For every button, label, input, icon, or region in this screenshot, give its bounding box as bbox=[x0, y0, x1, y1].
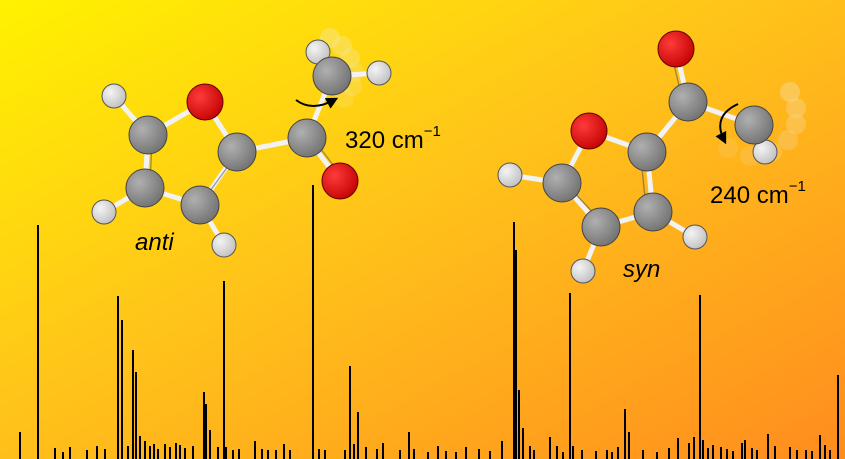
syn-oxygen-atom bbox=[657, 30, 695, 68]
syn-frequency-value: 240 cm bbox=[710, 182, 789, 209]
syn-oxygen-atom bbox=[570, 112, 608, 150]
syn-torsion-frequency-label: 240 cm−1 bbox=[710, 178, 806, 210]
anti-frequency-exponent: −1 bbox=[423, 123, 441, 140]
syn-hydrogen-atom bbox=[570, 258, 596, 284]
anti-carbon-atom bbox=[287, 118, 327, 158]
syn-hydrogen-atom bbox=[497, 162, 523, 188]
anti-hydrogen-atom bbox=[101, 83, 127, 109]
anti-hydrogen-atom bbox=[211, 232, 237, 258]
syn-carbon-atom bbox=[581, 207, 621, 247]
syn-carbon-atom bbox=[633, 192, 673, 232]
anti-oxygen-atom bbox=[186, 83, 224, 121]
anti-molecule bbox=[91, 28, 392, 258]
rotational-spectrum bbox=[19, 185, 839, 459]
anti-conformer-label: anti bbox=[135, 229, 174, 256]
anti-frequency-value: 320 cm bbox=[345, 127, 424, 154]
curved-arrow-icon bbox=[715, 103, 739, 145]
syn-conformer-label: syn bbox=[623, 256, 661, 283]
anti-carbon-atom bbox=[217, 132, 257, 172]
anti-torsion-frequency-label: 320 cm−1 bbox=[345, 123, 441, 155]
anti-hydrogen-atom bbox=[366, 60, 392, 86]
syn-frequency-exponent: −1 bbox=[788, 178, 806, 195]
anti-methyl-carbon-atom bbox=[312, 56, 352, 96]
anti-carbon-atom bbox=[128, 115, 168, 155]
syn-carbon-atom bbox=[542, 163, 582, 203]
anti-hydrogen-atom bbox=[91, 199, 117, 225]
syn-methyl-carbon-atom bbox=[734, 105, 774, 145]
syn-hydrogen-atom bbox=[682, 224, 708, 250]
anti-oxygen-atom bbox=[321, 162, 359, 200]
anti-carbon-atom bbox=[180, 185, 220, 225]
syn-carbon-atom bbox=[627, 132, 667, 172]
curved-arrow-icon bbox=[295, 97, 339, 109]
anti-carbon-atom bbox=[125, 168, 165, 208]
syn-carbon-atom bbox=[668, 82, 708, 122]
syn-molecule bbox=[497, 30, 806, 284]
